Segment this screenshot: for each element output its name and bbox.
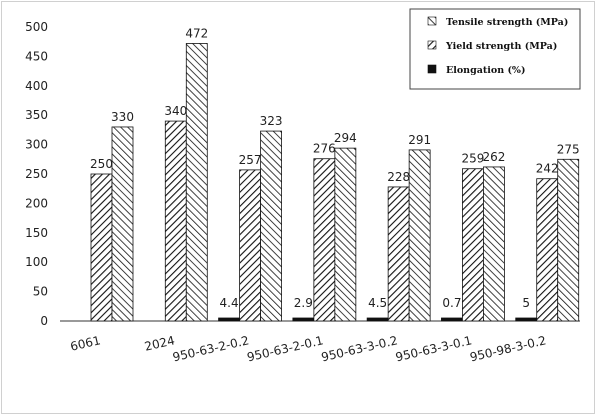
bar-hatch-back [185,43,208,322]
data-label: 275 [557,142,580,156]
bar-hatch-forward [313,158,336,322]
data-label: 250 [90,157,113,171]
bar-hatch-forward [164,120,187,322]
data-label: 242 [536,162,559,176]
data-label: 291 [408,133,431,147]
legend-swatch [427,64,437,74]
legend-box [409,8,581,90]
y-tick-label: 300 [25,138,48,152]
bar-hatch-back [483,166,505,322]
bar-hatch-back [408,149,431,322]
y-tick-label: 0 [40,314,48,328]
bar-solid [292,317,315,322]
data-label: 330 [111,110,134,124]
data-label: 262 [482,150,505,164]
bar-hatch-forward [239,169,261,322]
bar-hatch-back [111,126,134,322]
category-label: 950-63-2-0.1 [246,333,325,364]
category-label: 2024 [143,333,176,354]
data-label: 294 [334,131,357,145]
bar-solid [218,317,240,322]
category-label: 6061 [69,333,102,354]
data-label: 472 [185,26,208,40]
category-label: 950-63-2-0.2 [171,333,250,364]
bar-hatch-forward [462,168,484,322]
y-tick-label: 250 [25,167,48,181]
y-tick-label: 100 [25,255,48,269]
bar-hatch-forward [90,173,113,322]
data-label: 340 [164,104,187,118]
data-label: 0.7 [442,296,461,310]
category-label: 950-63-3-0.2 [320,333,399,364]
y-tick-label: 400 [25,79,48,93]
bar-hatch-back [260,130,282,322]
data-label: 4.4 [220,296,239,310]
y-tick-label: 350 [25,108,48,122]
bar-hatch-back [334,147,357,322]
category-label: 950-63-3-0.1 [394,333,473,364]
legend-swatch [427,40,437,50]
data-label: 276 [313,142,336,156]
bar-solid [366,317,389,322]
legend-swatch [427,16,437,26]
bars [90,43,580,322]
category-label: 950-98-3-0.2 [468,333,547,364]
y-tick-label: 500 [25,20,48,34]
y-tick-label: 450 [25,49,48,63]
bar-solid [515,317,538,322]
data-label: 228 [387,170,410,184]
bar-solid [441,317,463,322]
bar-hatch-forward [536,178,559,322]
data-label: 323 [260,114,283,128]
y-tick-label: 150 [25,226,48,240]
data-label: 257 [239,153,262,167]
legend-label: Tensile strength (MPa) [446,17,568,28]
y-tick-label: 200 [25,196,48,210]
legend: Tensile strength (MPa) Yield strength (MP… [409,8,581,90]
data-label: 5 [522,296,530,310]
y-tick-label: 50 [33,285,48,299]
bar-hatch-forward [387,186,410,322]
data-label: 4.5 [368,296,387,310]
legend-label: Yield strength (MPa) [445,41,557,52]
legend-label: Elongation (%) [446,65,525,76]
data-label: 2.9 [294,296,313,310]
bar-hatch-back [557,158,580,322]
data-label: 259 [461,152,484,166]
